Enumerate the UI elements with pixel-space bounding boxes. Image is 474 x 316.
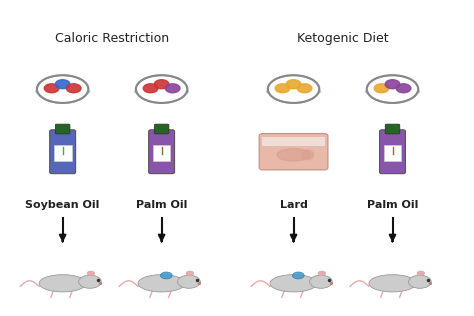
- Ellipse shape: [417, 271, 425, 276]
- Ellipse shape: [396, 84, 411, 93]
- FancyBboxPatch shape: [383, 145, 401, 161]
- FancyBboxPatch shape: [380, 130, 405, 174]
- Ellipse shape: [143, 84, 158, 93]
- Ellipse shape: [66, 84, 81, 93]
- Ellipse shape: [310, 275, 332, 288]
- Ellipse shape: [87, 271, 95, 276]
- Ellipse shape: [165, 84, 180, 93]
- Ellipse shape: [318, 271, 326, 276]
- Text: Palm Oil: Palm Oil: [136, 200, 187, 210]
- FancyBboxPatch shape: [259, 134, 328, 170]
- Ellipse shape: [275, 84, 290, 93]
- Ellipse shape: [292, 272, 304, 279]
- Ellipse shape: [55, 80, 70, 89]
- FancyBboxPatch shape: [385, 124, 400, 134]
- FancyBboxPatch shape: [153, 145, 171, 161]
- Ellipse shape: [154, 80, 169, 89]
- FancyBboxPatch shape: [263, 137, 325, 146]
- Ellipse shape: [385, 80, 400, 89]
- Ellipse shape: [365, 87, 419, 96]
- Ellipse shape: [369, 275, 416, 292]
- Text: Soybean Oil: Soybean Oil: [26, 200, 100, 210]
- Ellipse shape: [36, 87, 90, 96]
- Ellipse shape: [409, 275, 431, 288]
- Ellipse shape: [135, 87, 189, 96]
- Ellipse shape: [374, 84, 389, 93]
- Ellipse shape: [178, 275, 200, 288]
- Ellipse shape: [277, 149, 310, 161]
- Ellipse shape: [136, 75, 187, 103]
- Ellipse shape: [286, 80, 301, 89]
- Ellipse shape: [297, 84, 312, 93]
- Text: Lard: Lard: [280, 200, 308, 210]
- FancyBboxPatch shape: [50, 130, 76, 174]
- Ellipse shape: [270, 275, 317, 292]
- Ellipse shape: [79, 275, 101, 288]
- FancyBboxPatch shape: [54, 145, 72, 161]
- Ellipse shape: [266, 87, 320, 96]
- FancyBboxPatch shape: [155, 124, 169, 134]
- Ellipse shape: [160, 272, 172, 279]
- Text: Palm Oil: Palm Oil: [367, 200, 418, 210]
- Ellipse shape: [186, 271, 194, 276]
- Ellipse shape: [39, 275, 86, 292]
- Ellipse shape: [367, 75, 418, 103]
- FancyBboxPatch shape: [149, 130, 174, 174]
- Text: Ketogenic Diet: Ketogenic Diet: [297, 33, 389, 46]
- Text: Caloric Restriction: Caloric Restriction: [55, 33, 169, 46]
- Ellipse shape: [268, 75, 319, 103]
- Ellipse shape: [138, 275, 185, 292]
- Ellipse shape: [44, 84, 59, 93]
- Ellipse shape: [302, 150, 314, 160]
- Ellipse shape: [37, 75, 88, 103]
- FancyBboxPatch shape: [55, 124, 70, 134]
